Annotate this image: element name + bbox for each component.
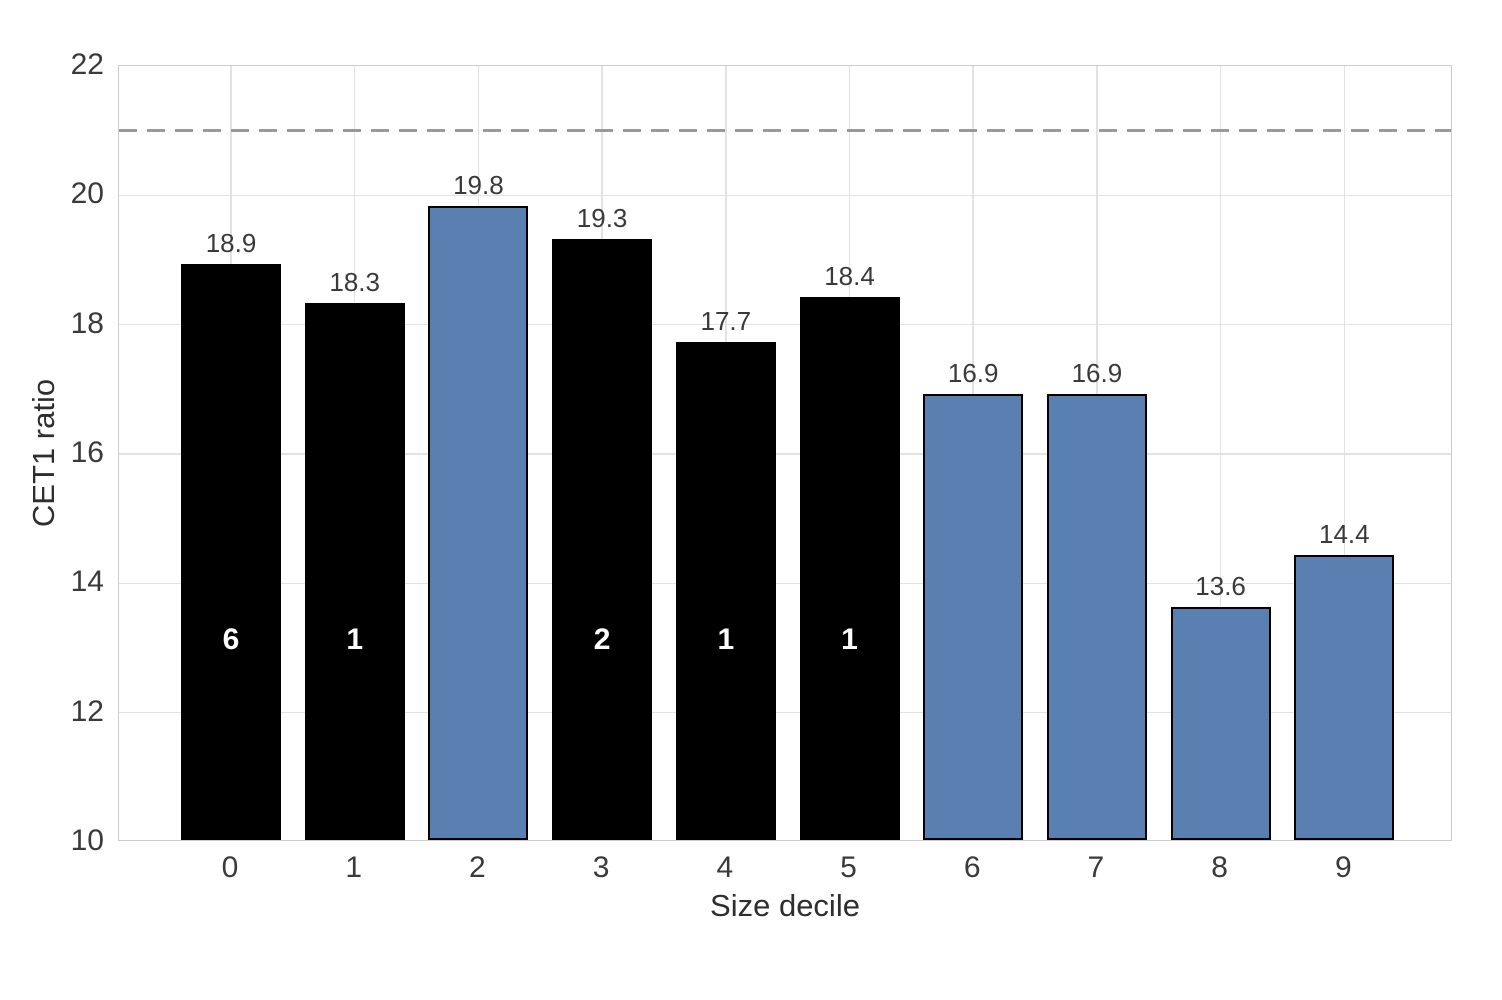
x-tick-label-2: 2	[469, 851, 486, 884]
bar-decile-6	[923, 393, 1024, 840]
x-tick-label-5: 5	[840, 851, 857, 884]
y-tick-label-16: 16	[70, 436, 104, 469]
plot-area: 18.9 6 18.3 1 19.8 19.3 2 17.7 1 18.4 1 16.9 16.9 13.…	[118, 65, 1452, 841]
y-gridline-18	[119, 323, 1451, 326]
x-axis-title: Size decile	[710, 888, 860, 923]
y-gridline-20	[119, 194, 1451, 197]
bar-inside-label-3: 2	[593, 623, 611, 656]
x-gridline-9	[1343, 66, 1346, 840]
bar-inside-label-5: 1	[841, 623, 858, 656]
y-gridline-12	[119, 711, 1451, 714]
x-tick-label-1: 1	[345, 851, 363, 884]
x-tick-label-7: 7	[1087, 851, 1105, 884]
bar-value-label-4: 17.7	[700, 306, 752, 337]
bar-value-label-8: 13.6	[1195, 571, 1246, 602]
bar-value-label-6: 16.9	[947, 357, 999, 388]
bar-inside-label-1: 1	[346, 623, 364, 656]
x-tick-label-8: 8	[1211, 851, 1228, 884]
y-gridline-16	[119, 453, 1451, 455]
bar-value-label-2: 19.8	[453, 170, 504, 201]
bar-decile-7	[1046, 393, 1147, 840]
bar-decile-8	[1170, 607, 1271, 840]
bar-decile-1	[304, 303, 405, 840]
bar-inside-label-4: 1	[717, 623, 735, 656]
bar-decile-9	[1294, 555, 1395, 840]
bar-value-label-3: 19.3	[576, 202, 628, 233]
y-tick-label-14: 14	[70, 565, 104, 599]
reference-line-dashed	[119, 129, 1451, 133]
x-tick-label-0: 0	[221, 851, 239, 884]
y-tick-label-22: 22	[70, 48, 104, 81]
x-tick-label-4: 4	[716, 851, 734, 884]
bar-decile-3	[552, 238, 653, 840]
bar-decile-0	[181, 264, 281, 840]
bar-value-label-9: 14.4	[1318, 519, 1370, 550]
bar-decile-2	[428, 206, 529, 840]
bar-decile-5	[799, 296, 900, 840]
x-tick-label-3: 3	[592, 851, 610, 884]
bar-decile-4	[675, 342, 776, 840]
x-tick-label-6: 6	[963, 851, 981, 884]
bar-value-label-5: 18.4	[824, 260, 875, 291]
y-tick-label-12: 12	[70, 694, 104, 728]
x-tick-label-9: 9	[1334, 851, 1352, 884]
bar-inside-label-0: 6	[222, 623, 240, 656]
y-gridline-14	[119, 582, 1451, 585]
bar-value-label-0: 18.9	[205, 228, 257, 259]
x-gridline-8	[1219, 66, 1222, 840]
bar-value-label-7: 16.9	[1071, 357, 1123, 388]
y-tick-label-18: 18	[70, 306, 104, 340]
y-tick-label-20: 20	[70, 177, 104, 211]
bar-value-label-1: 18.3	[329, 267, 380, 298]
y-tick-label-10: 10	[70, 824, 104, 857]
